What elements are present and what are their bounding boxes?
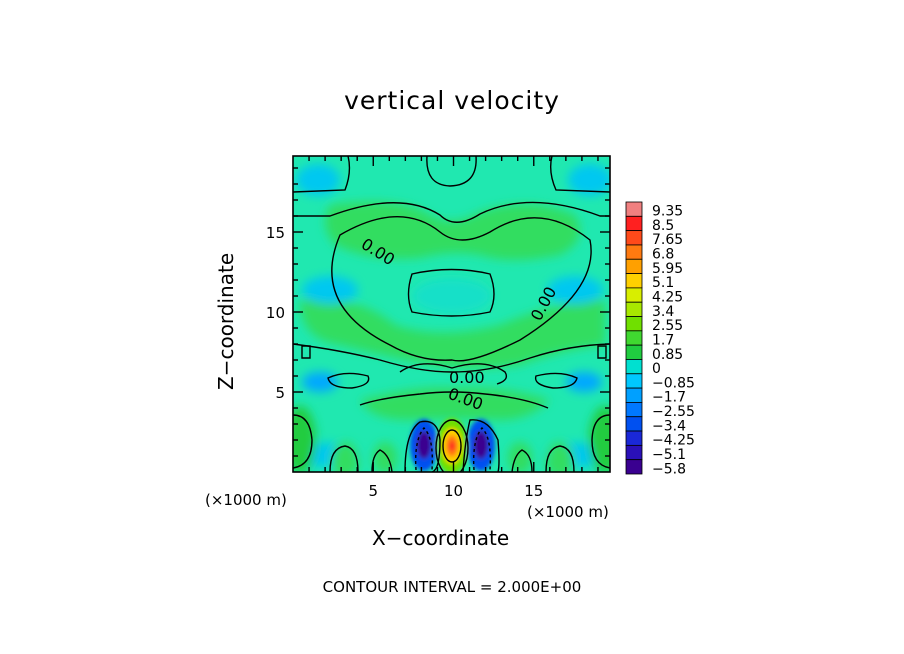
contour-line-right-lobe <box>534 372 578 389</box>
colorbar-swatch <box>625 316 643 332</box>
tick-marks <box>293 156 610 472</box>
field-cyan-lowright <box>566 372 602 392</box>
colorbar-tick-label: 0.85 <box>652 347 683 363</box>
colorbar-tick-label: 9.35 <box>652 204 683 220</box>
colorbar-tick-label: −5.8 <box>652 461 686 477</box>
colorbar-swatch <box>625 273 643 289</box>
colorbar-tick-label: −5.1 <box>652 447 686 463</box>
field-purple-left <box>417 431 431 459</box>
contour-lines <box>293 156 610 472</box>
colorbar-swatch <box>625 330 643 346</box>
contour-line-inner-box <box>407 268 495 317</box>
colorbar-swatch <box>625 402 643 418</box>
contour-line-top-right <box>549 156 610 193</box>
colorbar-tick-label: −0.85 <box>652 375 695 391</box>
colorbar-tick-label: 5.1 <box>652 275 674 291</box>
colorbar-swatch <box>625 373 643 389</box>
colorbar-tick-label: 4.25 <box>652 289 683 305</box>
contour-line-upper-loop <box>331 216 592 362</box>
colorbar-tick-label: −1.7 <box>652 390 686 406</box>
contour-line-updraft-outer <box>435 419 469 472</box>
colorbar-tick-label: 6.8 <box>652 247 674 263</box>
colorbar-tick-label: 0 <box>652 361 661 377</box>
colorbar-swatch <box>625 201 643 217</box>
colorbar-swatch <box>625 430 643 446</box>
contour-line-top-left <box>293 156 351 193</box>
contour-interval-note: CONTOUR INTERVAL = 2.000E+00 <box>322 578 582 596</box>
colorbar-swatch <box>625 258 643 274</box>
plot-border <box>292 155 611 473</box>
contour-line-mid-band <box>293 343 610 373</box>
y-tick-label: 10 <box>266 304 285 322</box>
contour-line-base-4 <box>545 445 575 472</box>
colorbar-swatch <box>625 416 643 432</box>
colorbar-swatch <box>625 301 643 317</box>
field-cyan-right <box>547 276 603 304</box>
field-cyan-topright <box>568 164 610 196</box>
contour-line-left-updraft <box>293 414 313 469</box>
colorbar-swatch <box>625 387 643 403</box>
contour-line-downdraft-right <box>462 419 500 472</box>
colorbar-tick-label: −4.25 <box>652 433 695 449</box>
field-cyan-topleft <box>296 164 340 196</box>
contour-line-left-loop <box>301 345 311 359</box>
colorbar-labels: 9.358.57.656.85.955.14.253.42.551.70.850… <box>652 204 695 478</box>
y-tick-labels: 5 10 15 <box>266 224 285 402</box>
contour-line-right-loop <box>597 345 607 359</box>
field-cyan-lowleft <box>302 372 338 392</box>
field-green-bump-3 <box>373 442 397 472</box>
colorbar-tick-label: 7.65 <box>652 232 683 248</box>
x-axis-label: X−coordinate <box>372 526 510 550</box>
contour-line-base-3 <box>511 449 533 472</box>
contour-line-upper-band <box>293 201 610 223</box>
field-updraft-red <box>449 441 455 451</box>
chart-title: vertical velocity <box>344 86 560 115</box>
x-tick-label: 5 <box>368 482 378 500</box>
colorbar-swatch <box>625 459 643 475</box>
colorbar-swatch <box>625 344 643 360</box>
x-axis-unit: (×1000 m) <box>527 503 609 521</box>
contour-line-center-lobe <box>399 363 508 385</box>
colorbar-swatch <box>625 444 643 461</box>
y-axis-label: Z−coordinate <box>214 252 238 390</box>
contour-line-downdraft-dashed-right <box>472 426 492 471</box>
y-axis-unit: (×1000 m) <box>205 491 287 509</box>
contour-label-3: 0.00 <box>449 368 485 387</box>
field-green-bump-1 <box>293 406 316 472</box>
colorbar-tick-label: 1.7 <box>652 332 674 348</box>
colorbar-swatch <box>625 215 643 232</box>
plot-frame <box>292 155 611 473</box>
field-purple-right <box>474 431 488 459</box>
colorbar-swatch <box>625 244 643 260</box>
colorbar-swatch <box>625 230 643 246</box>
colorbar-tick-label: 2.55 <box>652 318 683 334</box>
colorbar <box>625 201 643 475</box>
field-green-middle <box>300 299 605 369</box>
colorbar-tick-label: −3.4 <box>652 418 686 434</box>
colorbar-tick-label: 8.5 <box>652 218 674 234</box>
contour-line-lower-band <box>359 391 549 409</box>
contour-line-updraft-inner <box>442 429 462 463</box>
colorbar-swatch <box>625 359 643 375</box>
contour-line-base-1 <box>329 445 359 472</box>
colorbar-tick-label: 5.95 <box>652 261 683 277</box>
field-green-bump-4 <box>508 442 532 472</box>
y-tick-label: 5 <box>275 384 285 402</box>
contour-field <box>293 156 610 472</box>
contour-line-left-lobe <box>327 372 370 389</box>
colorbar-tick-label: −2.55 <box>652 404 695 420</box>
contour-line-right-updraft <box>591 414 610 469</box>
field-cyan-center <box>412 278 492 314</box>
x-tick-label: 15 <box>524 482 543 500</box>
contour-line-downdraft-dashed-left <box>414 426 434 471</box>
field-cyan-left <box>302 276 358 304</box>
colorbar-tick-label: 3.4 <box>652 304 674 320</box>
x-tick-labels: 5 10 15 <box>368 482 543 500</box>
field-green-upper <box>325 201 580 260</box>
colorbar-swatch <box>625 287 643 303</box>
y-tick-label: 15 <box>266 224 285 242</box>
x-tick-label: 10 <box>444 482 463 500</box>
contour-line-top-center <box>426 156 477 187</box>
